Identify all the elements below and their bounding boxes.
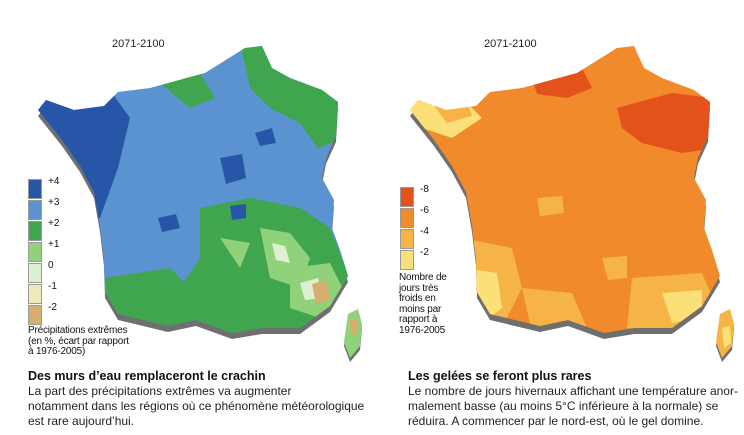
legend-swatch [400, 229, 414, 249]
caption-line: 1976-2005 [399, 324, 446, 336]
legend-swatch [400, 250, 414, 270]
precipitation-map [38, 46, 362, 362]
legend-label: -6 [420, 205, 429, 216]
legend-swatch [400, 208, 414, 228]
legend-swatch [28, 305, 42, 325]
headline: Des murs d’eau remplaceront le crachin [28, 369, 266, 383]
legend-label: -1 [48, 281, 57, 292]
period-label: 2071-2100 [112, 38, 165, 50]
caption-line: moins par [399, 303, 442, 315]
legend-swatch [28, 284, 42, 304]
legend-label: -2 [420, 247, 429, 258]
legend-label: +4 [48, 176, 60, 187]
body-line: réduira. A commencer par le nord-est, où… [408, 414, 704, 428]
caption-line: à 1976-2005) [28, 346, 86, 357]
legend-swatch [400, 187, 414, 207]
body-line: malement basse (au moins 5°C inférieure … [408, 399, 719, 413]
caption-line: jours très [399, 282, 439, 294]
extreme-precipitation-panel: 2071-2100 [28, 38, 368, 429]
frost-days-map [410, 46, 734, 362]
legend-label: -4 [420, 226, 429, 237]
legend-swatch [28, 221, 42, 241]
caption-line: Nombre de [399, 272, 447, 283]
caption-line: Précipitations extrêmes [28, 325, 128, 336]
legend-swatch [28, 179, 42, 199]
legend-label: -2 [48, 302, 57, 313]
legend-swatch [28, 263, 42, 283]
legend-label: +1 [48, 239, 60, 250]
period-label: 2071-2100 [484, 38, 537, 50]
body-text: La part des précipitations extrêmes va a… [28, 384, 368, 429]
legend-label: +3 [48, 197, 60, 208]
body-line: La part des précipitations extrêmes va a… [28, 384, 292, 398]
caption-line: (en %, écart par rapport [28, 335, 129, 347]
frost-days-panel: 2071-2100 -8 [372, 0, 744, 435]
body-line: notamment dans les régions où ce phénomè… [28, 399, 365, 413]
body-line: Le nombre de jours hivernaux affichant u… [408, 384, 738, 398]
legend-label: 0 [48, 260, 54, 271]
body-text: Le nombre de jours hivernaux affichant u… [408, 384, 738, 429]
headline: Les gelées se feront plus rares [408, 369, 592, 383]
caption-line: rapport à [399, 314, 438, 325]
legend-swatch [28, 200, 42, 220]
legend-caption: Nombre de jours très froids en moins par… [399, 272, 447, 336]
legend-caption: Précipitations extrêmes (en %, écart par… [28, 325, 129, 358]
legend-label: -8 [420, 184, 429, 195]
body-line: est rare aujourd’hui. [28, 414, 135, 428]
legend-swatch [28, 242, 42, 262]
caption-line: froids en [399, 293, 436, 304]
legend-label: +2 [48, 218, 60, 229]
